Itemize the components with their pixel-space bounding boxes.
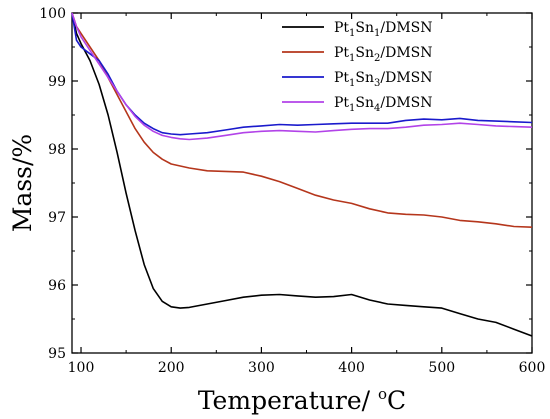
- x-axis-label-main: Temperature/: [198, 386, 378, 415]
- x-tick-label: 600: [519, 360, 546, 376]
- x-tick-label: 500: [428, 360, 455, 376]
- series-line-3: [71, 12, 533, 136]
- series-line-4: [71, 12, 533, 141]
- x-tick-label: 400: [338, 360, 365, 376]
- y-tick-label: 96: [48, 278, 66, 294]
- x-tick-label: 300: [248, 360, 275, 376]
- plot-frame: [71, 12, 533, 354]
- x-tick-label: 200: [158, 360, 185, 376]
- legend-label-1: Pt1Sn1/DMSN: [334, 20, 433, 39]
- y-tick-label: 100: [39, 6, 66, 22]
- axis-tick-labels: 100 200 300 400 500 600 95 96 97 98 99 100: [39, 6, 545, 376]
- legend-label-2: Pt1Sn2/DMSN: [334, 45, 433, 64]
- y-axis-label: Mass/%: [8, 134, 37, 232]
- legend-label-3: Pt1Sn3/DMSN: [334, 70, 433, 89]
- axis-ticks: [72, 12, 533, 354]
- x-axis-label: Temperature/ oC: [198, 385, 406, 415]
- y-tick-label: 97: [48, 210, 66, 226]
- x-tick-label: 100: [68, 360, 95, 376]
- x-axis-label-unit: C: [387, 386, 406, 415]
- legend-label-4: Pt1Sn4/DMSN: [334, 95, 433, 114]
- y-tick-label: 95: [48, 346, 66, 362]
- y-tick-label: 99: [48, 74, 66, 90]
- series-lines: [71, 12, 533, 337]
- legend: Pt1Sn1/DMSN Pt1Sn2/DMSN Pt1Sn3/DMSN Pt1Sn4/…: [282, 20, 433, 114]
- y-tick-label: 98: [48, 142, 66, 158]
- x-axis-label-degree: o: [378, 385, 387, 403]
- series-line-1: [71, 12, 533, 337]
